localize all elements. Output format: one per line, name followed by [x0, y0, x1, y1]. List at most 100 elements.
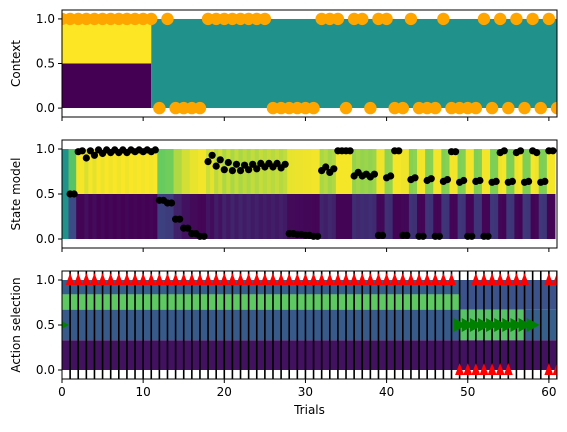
heatmap-cell	[534, 149, 540, 194]
heatmap-cell	[388, 194, 394, 239]
data-point	[90, 151, 99, 159]
heatmap-cell	[88, 194, 93, 239]
y-tick-label: 1.0	[36, 142, 55, 156]
heatmap-cell	[72, 194, 77, 239]
heatmap-cell	[206, 194, 211, 239]
data-point	[252, 273, 262, 285]
heatmap-cell	[287, 149, 292, 194]
plot-area	[62, 271, 557, 379]
data-point	[220, 166, 228, 174]
data-point	[453, 318, 467, 332]
data-point	[387, 172, 395, 180]
heatmap-cell	[291, 194, 296, 239]
heatmap-cell	[214, 194, 219, 239]
data-point	[356, 12, 369, 26]
heatmap-cell	[425, 194, 430, 239]
heatmap-cell	[161, 149, 166, 194]
heatmap-cell	[161, 194, 166, 239]
data-point	[508, 177, 516, 185]
data-point	[232, 160, 241, 168]
heatmap-cell	[315, 149, 321, 194]
heatmap-cell	[449, 149, 455, 194]
heatmap-cell	[502, 194, 507, 239]
heatmap-cell	[137, 149, 142, 194]
data-point	[411, 174, 419, 182]
heatmap-cell	[149, 149, 154, 194]
heatmap-cell	[311, 149, 317, 194]
data-point	[187, 273, 197, 285]
data-point	[406, 273, 416, 285]
heatmap-cell	[335, 149, 341, 194]
heatmap-cell	[80, 149, 85, 194]
data-point	[333, 273, 343, 285]
data-point	[484, 232, 492, 240]
heatmap-cell	[392, 149, 398, 194]
heatmap-cell	[368, 149, 373, 194]
data-point	[325, 273, 335, 285]
data-point	[461, 318, 475, 332]
heatmap-cell	[307, 194, 313, 239]
heatmap-cell	[254, 194, 260, 239]
data-point	[167, 199, 176, 207]
data-point	[382, 273, 392, 285]
heatmap-cell	[429, 194, 434, 239]
heatmap-cell	[84, 194, 89, 239]
heatmap-cell	[214, 149, 219, 194]
heatmap-cell	[348, 194, 353, 239]
heatmap-cell	[530, 149, 536, 194]
heatmap-cell	[92, 194, 97, 239]
heatmap-cell	[477, 149, 483, 194]
data-point	[292, 273, 302, 285]
heatmap-cell	[201, 194, 207, 239]
heatmap-cell	[352, 194, 357, 239]
data-point	[227, 273, 237, 285]
heatmap-cell	[270, 194, 276, 239]
data-point	[208, 151, 216, 159]
heatmap-cell	[461, 194, 467, 239]
data-point	[81, 273, 91, 285]
heatmap-cell	[506, 149, 511, 194]
heatmap-cell	[421, 149, 426, 194]
data-point	[380, 12, 393, 26]
heatmap-cell	[339, 149, 345, 194]
heatmap-cell	[169, 149, 175, 194]
data-point	[82, 154, 90, 162]
heatmap-cell	[384, 149, 390, 194]
heatmap-cell	[360, 149, 365, 194]
heatmap-cell	[250, 149, 256, 194]
data-point	[145, 12, 158, 26]
heatmap-cell	[461, 149, 467, 194]
data-point	[62, 321, 69, 329]
heatmap-cell	[433, 194, 438, 239]
data-point	[176, 215, 184, 223]
data-point	[224, 158, 232, 167]
data-point	[161, 12, 174, 26]
heatmap-cell	[400, 194, 406, 239]
data-point	[204, 158, 212, 166]
heatmap-cell	[153, 194, 158, 239]
data-point	[503, 363, 513, 375]
heatmap-cell	[120, 149, 126, 194]
data-point	[414, 273, 424, 285]
heatmap-cell	[490, 194, 495, 239]
data-point	[526, 12, 539, 26]
heatmap-cell	[153, 149, 158, 194]
data-point	[451, 148, 460, 156]
heatmap-cell	[481, 149, 487, 194]
heatmap-cell	[169, 194, 175, 239]
data-point	[492, 177, 500, 185]
data-point	[460, 176, 468, 185]
heatmap-cell	[287, 194, 292, 239]
data-point	[435, 232, 443, 240]
data-point	[443, 176, 452, 184]
heatmap-cell	[270, 149, 276, 194]
data-point	[78, 147, 86, 155]
heatmap-cell	[445, 149, 450, 194]
heatmap-cell	[76, 149, 81, 194]
data-point	[211, 273, 221, 285]
data-point	[390, 273, 400, 285]
heatmap-cell	[494, 149, 499, 194]
data-point	[284, 273, 294, 285]
heatmap-cell	[145, 149, 150, 194]
heatmap-cell	[120, 194, 126, 239]
